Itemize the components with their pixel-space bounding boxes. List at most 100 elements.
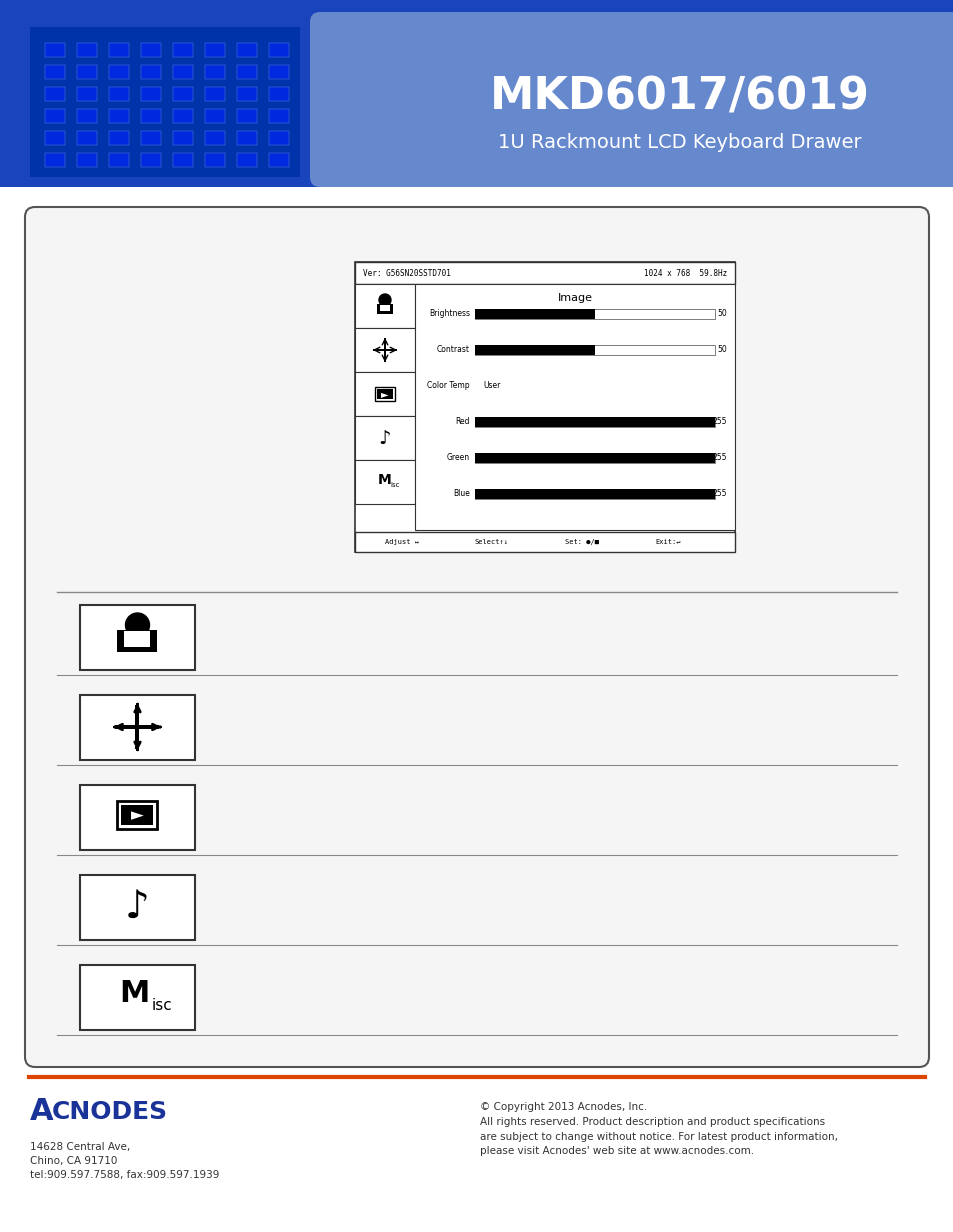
Bar [355, 372, 415, 416]
Bar [77, 65, 97, 79]
Text: Contrast: Contrast [436, 345, 470, 355]
Text: 255: 255 [712, 453, 726, 462]
Bar [109, 87, 129, 101]
Bar [376, 389, 393, 399]
Bar [0, 0, 953, 187]
Bar [475, 309, 714, 319]
Bar [172, 153, 193, 168]
Text: 255: 255 [712, 489, 726, 499]
Text: Exit:↵: Exit:↵ [655, 540, 679, 545]
Text: CNODES: CNODES [52, 1100, 168, 1124]
Bar [30, 27, 299, 177]
Text: Image: Image [557, 293, 592, 303]
Bar [77, 131, 97, 145]
FancyBboxPatch shape [310, 12, 953, 187]
Text: Ver: G56SN20SSTD701: Ver: G56SN20SSTD701 [363, 269, 451, 277]
Bar [117, 801, 157, 829]
Bar [172, 131, 193, 145]
Text: 255: 255 [712, 418, 726, 426]
Text: Brightness: Brightness [429, 309, 470, 319]
Text: ►: ► [381, 389, 388, 399]
Bar [141, 153, 161, 168]
Bar [355, 262, 734, 285]
Bar [355, 416, 415, 460]
Bar [45, 65, 65, 79]
Bar [109, 43, 129, 57]
Bar [141, 65, 161, 79]
Text: 50: 50 [717, 345, 726, 355]
Text: 14628 Central Ave,
Chino, CA 91710
tel:909.597.7588, fax:909.597.1939: 14628 Central Ave, Chino, CA 91710 tel:9… [30, 1142, 219, 1180]
Bar [355, 285, 415, 328]
Bar [355, 460, 415, 504]
Bar [45, 153, 65, 168]
Bar [269, 131, 289, 145]
Text: ♪: ♪ [378, 429, 391, 447]
Bar [172, 87, 193, 101]
Text: A: A [30, 1098, 53, 1126]
Text: Color Temp: Color Temp [427, 382, 470, 391]
Text: ♪: ♪ [125, 888, 150, 926]
Bar [141, 131, 161, 145]
Bar [45, 108, 65, 123]
Bar [475, 345, 714, 355]
Circle shape [126, 614, 150, 637]
Text: isc: isc [390, 482, 399, 488]
Bar [80, 875, 194, 940]
Bar [205, 108, 225, 123]
Bar [135, 705, 139, 749]
Bar [269, 65, 289, 79]
Bar [236, 108, 256, 123]
Bar [415, 285, 734, 530]
Bar [375, 387, 395, 400]
Text: MKD6017/6019: MKD6017/6019 [490, 75, 869, 118]
Text: isc: isc [152, 998, 172, 1013]
Bar [205, 43, 225, 57]
Bar [45, 87, 65, 101]
FancyBboxPatch shape [25, 207, 928, 1067]
Bar [125, 631, 151, 647]
Bar [475, 453, 714, 463]
Bar [141, 108, 161, 123]
Text: M: M [377, 473, 392, 487]
Bar [80, 605, 194, 669]
Bar [355, 262, 734, 552]
Text: Adjust ↔: Adjust ↔ [385, 540, 418, 545]
Bar [121, 804, 153, 825]
Bar [109, 65, 129, 79]
Bar [205, 131, 225, 145]
Bar [373, 349, 396, 351]
Text: 1U Rackmount LCD Keyboard Drawer: 1U Rackmount LCD Keyboard Drawer [497, 133, 861, 152]
Bar [355, 328, 415, 372]
Bar [109, 108, 129, 123]
Bar [109, 153, 129, 168]
Text: 50: 50 [717, 309, 726, 319]
Text: 1024 x 768  59.8Hz: 1024 x 768 59.8Hz [643, 269, 726, 277]
Bar [80, 695, 194, 759]
Bar [77, 43, 97, 57]
Bar [172, 108, 193, 123]
Bar [172, 65, 193, 79]
Text: User: User [482, 382, 500, 391]
Bar [77, 108, 97, 123]
Bar [269, 43, 289, 57]
Text: Blue: Blue [453, 489, 470, 499]
Bar [269, 108, 289, 123]
Text: ►: ► [131, 806, 144, 824]
Bar [236, 87, 256, 101]
Bar [475, 416, 714, 428]
Bar [205, 153, 225, 168]
Bar [475, 309, 595, 319]
Bar [77, 153, 97, 168]
Bar [115, 724, 159, 729]
Bar [475, 416, 714, 428]
Bar [475, 345, 595, 355]
Text: © Copyright 2013 Acnodes, Inc.
All rights reserved. Product description and prod: © Copyright 2013 Acnodes, Inc. All right… [479, 1101, 837, 1157]
Bar [475, 453, 714, 463]
Text: Select↑↓: Select↑↓ [475, 540, 509, 545]
Bar [45, 131, 65, 145]
Bar [236, 153, 256, 168]
Bar [205, 87, 225, 101]
Bar [475, 489, 714, 499]
Bar [269, 153, 289, 168]
Bar [45, 43, 65, 57]
